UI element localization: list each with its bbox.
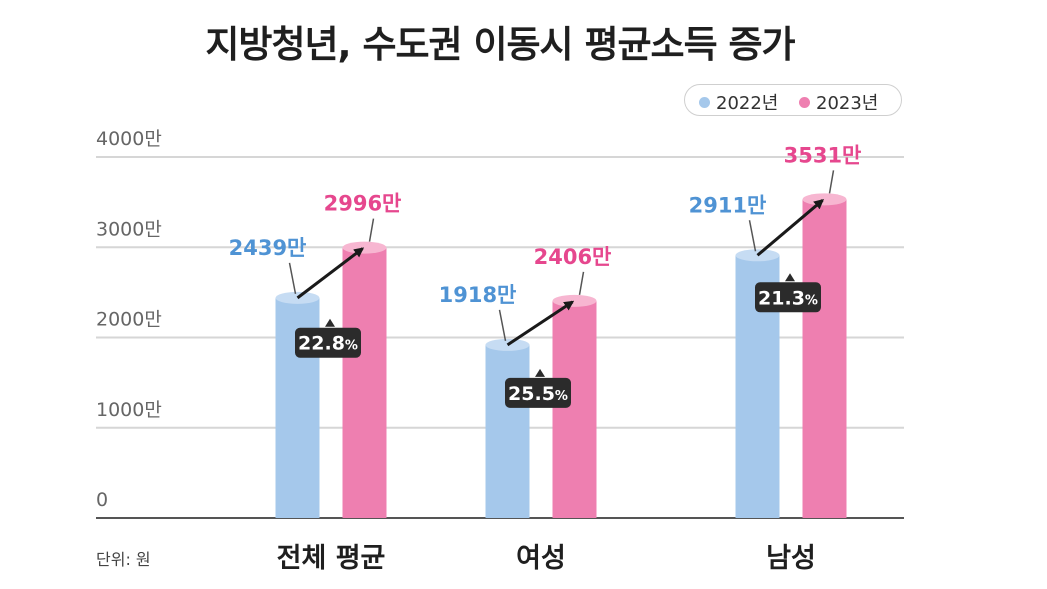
growth-value: 21.3: [758, 287, 805, 309]
growth-badge: [505, 377, 571, 408]
leader-line-2022: [288, 262, 297, 295]
value-label-2022: 2439만: [229, 236, 307, 260]
growth-unit: %: [555, 389, 568, 404]
growth-arrow: [756, 199, 825, 257]
bar-2023: [342, 247, 387, 518]
legend-item-2022: 2022년: [699, 89, 778, 115]
value-label-2023: 2996만: [324, 192, 402, 216]
growth-badge-text: 25.5%: [508, 383, 568, 405]
badge-pointer: [325, 318, 335, 327]
growth-arrow: [506, 300, 575, 347]
legend-label-2023: 2023년: [816, 93, 879, 114]
chart-title: 지방청년, 수도권 이동시 평균소득 증가: [205, 23, 795, 66]
bar-2023-top: [342, 241, 387, 254]
growth-badge-text: 22.8%: [298, 333, 358, 355]
leader-line-2022: [748, 220, 757, 252]
legend: 2022년 2023년: [684, 84, 902, 116]
y-tick-label: 0: [96, 489, 108, 511]
legend-swatch-2022: [699, 97, 710, 108]
x-category-label: 남성: [766, 543, 816, 574]
badge-pointer: [785, 273, 795, 282]
legend-item-2023: 2023년: [799, 89, 878, 115]
bar-2023: [802, 199, 847, 518]
growth-unit: %: [805, 293, 818, 308]
badge-pointer: [535, 368, 545, 377]
growth-unit: %: [345, 339, 358, 354]
value-label-2022: 1918만: [439, 283, 517, 307]
x-category-label: 여성: [516, 543, 566, 574]
bar-2023-top: [802, 193, 847, 206]
y-tick-label: 1000만: [96, 399, 162, 421]
unit-label: 단위: 원: [96, 550, 151, 569]
bar-2022: [485, 344, 530, 518]
value-label-2023: 2406만: [534, 245, 612, 269]
growth-arrow: [296, 247, 365, 300]
y-tick-label: 2000만: [96, 309, 162, 331]
x-category-label: 전체 평균: [277, 543, 386, 574]
legend-label-2022: 2022년: [716, 93, 779, 114]
value-label-2023: 3531만: [784, 143, 862, 167]
bar-2023-top: [552, 294, 597, 307]
y-tick-label: 3000만: [96, 218, 162, 240]
y-tick-label: 4000만: [96, 128, 162, 150]
bar-2023: [552, 300, 597, 518]
leader-line-2023: [368, 218, 375, 242]
leader-line-2023: [828, 170, 835, 194]
growth-value: 22.8: [298, 333, 345, 355]
value-label-2022: 2911만: [689, 193, 767, 217]
growth-value: 25.5: [508, 383, 555, 405]
legend-swatch-2023: [799, 97, 810, 108]
growth-badge: [755, 282, 821, 313]
growth-badge: [295, 327, 361, 358]
growth-badge-text: 21.3%: [758, 287, 818, 309]
leader-line-2022: [498, 309, 507, 342]
leader-line-2023: [578, 271, 585, 295]
